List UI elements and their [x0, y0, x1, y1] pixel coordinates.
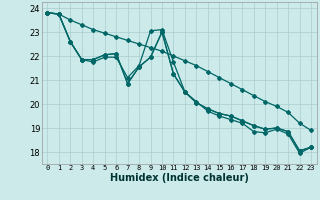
- X-axis label: Humidex (Indice chaleur): Humidex (Indice chaleur): [110, 173, 249, 183]
